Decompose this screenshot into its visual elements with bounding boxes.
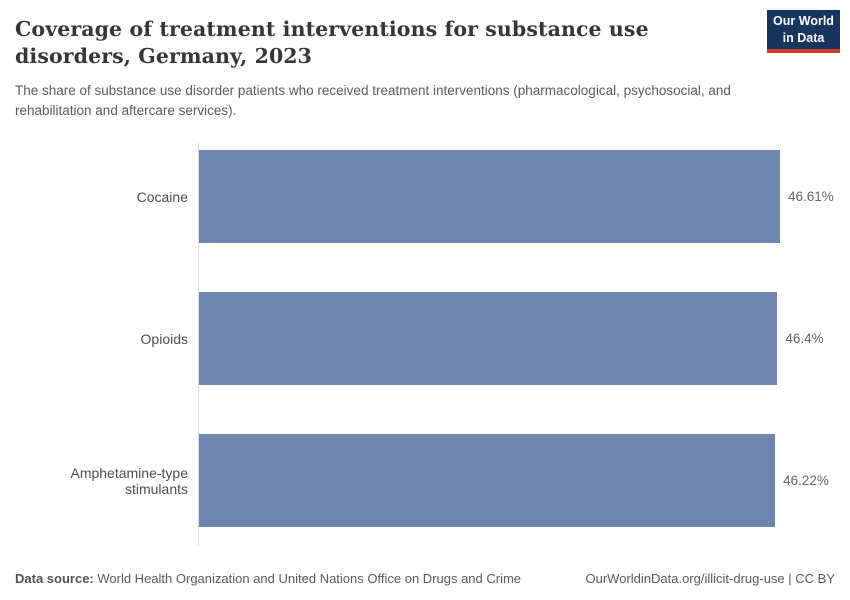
bar[interactable] xyxy=(199,150,780,243)
bar-chart: Cocaine 46.61% Opioids 46.4% Amphetamine… xyxy=(15,141,835,547)
bar-track: 46.61% xyxy=(199,150,834,243)
bar-row: Opioids 46.4% xyxy=(15,292,835,385)
bar-track: 46.22% xyxy=(199,434,829,527)
bar-track: 46.4% xyxy=(199,292,824,385)
bar-row: Amphetamine-type stimulants 46.22% xyxy=(15,434,835,527)
category-label: Amphetamine-type stimulants xyxy=(70,464,188,497)
value-label: 46.22% xyxy=(783,473,829,488)
category-label: Cocaine xyxy=(136,188,188,205)
bar[interactable] xyxy=(199,434,776,527)
data-source-label: Data source: xyxy=(15,571,94,586)
data-source-note: Data source: World Health Organization a… xyxy=(15,571,521,586)
chart-footer: Data source: World Health Organization a… xyxy=(15,571,835,586)
owid-url-license-link[interactable]: OurWorldinData.org/illicit-drug-use | CC… xyxy=(585,571,836,586)
category-label: Opioids xyxy=(140,330,188,347)
value-label: 46.4% xyxy=(785,331,824,346)
y-axis-line xyxy=(198,141,199,546)
bar-row: Cocaine 46.61% xyxy=(15,150,835,243)
owid-logo-line1: Our World xyxy=(773,14,834,29)
owid-logo[interactable]: Our World in Data xyxy=(767,10,840,53)
bar[interactable] xyxy=(199,292,778,385)
data-source-text: World Health Organization and United Nat… xyxy=(93,571,522,586)
chart-title: Coverage of treatment interventions for … xyxy=(15,17,649,69)
chart-subtitle: The share of substance use disorder pati… xyxy=(15,83,731,118)
chart-header: Coverage of treatment interventions for … xyxy=(15,16,755,120)
bar-rows: Cocaine 46.61% Opioids 46.4% Amphetamine… xyxy=(15,150,835,527)
value-label: 46.61% xyxy=(788,189,834,204)
owid-logo-line2: in Data xyxy=(782,30,825,45)
